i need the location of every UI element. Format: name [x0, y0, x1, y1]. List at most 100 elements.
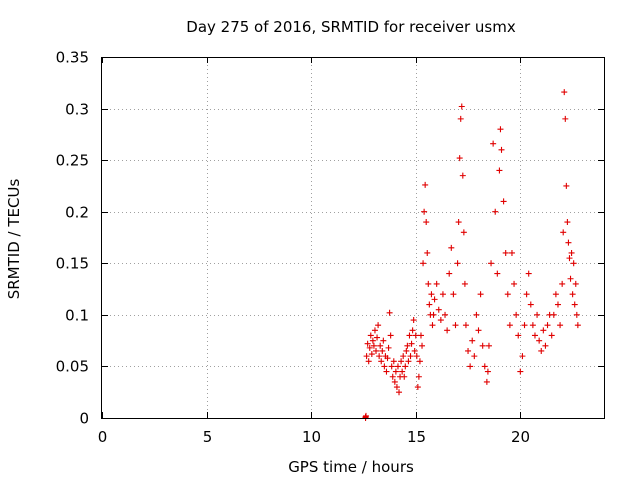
data-point — [531, 332, 538, 339]
data-point — [481, 363, 488, 370]
y-axis-label: SRMTID / TECUs — [5, 179, 23, 300]
data-point — [405, 358, 412, 365]
y-tick-label: 0.2 — [65, 204, 89, 222]
data-point — [456, 155, 463, 162]
y-tick-label: 0 — [79, 410, 89, 428]
data-point — [529, 322, 536, 329]
data-point — [402, 363, 409, 370]
data-point — [525, 270, 532, 277]
data-point — [446, 270, 453, 277]
data-point — [408, 340, 415, 347]
data-point — [378, 358, 385, 365]
data-point — [404, 342, 411, 349]
data-point — [566, 255, 573, 262]
data-point — [409, 327, 416, 334]
data-point — [563, 182, 570, 189]
data-point — [430, 311, 437, 318]
data-point — [457, 115, 464, 122]
data-point — [572, 280, 579, 287]
data-point — [375, 322, 382, 329]
data-point — [508, 249, 515, 256]
data-point — [419, 342, 426, 349]
data-point — [479, 342, 486, 349]
data-point — [426, 301, 433, 308]
data-point — [488, 260, 495, 267]
data-point — [477, 291, 484, 298]
data-point — [496, 167, 503, 174]
data-point — [475, 327, 482, 334]
data-point — [465, 347, 472, 354]
data-point — [484, 368, 491, 375]
data-point — [400, 353, 407, 360]
data-point — [396, 389, 403, 396]
data-point — [388, 363, 395, 370]
data-point — [506, 322, 513, 329]
data-point — [473, 311, 480, 318]
data-point — [492, 208, 499, 215]
data-point — [424, 249, 431, 256]
y-tick-label: 0.05 — [56, 358, 89, 376]
data-point — [407, 353, 414, 360]
data-point — [452, 322, 459, 329]
data-point — [469, 337, 476, 344]
data-point — [369, 337, 376, 344]
data-point — [390, 358, 397, 365]
data-point — [502, 249, 509, 256]
data-point — [383, 368, 390, 375]
axes: 0 5 10 15 20 0 0.05 0.1 0.15 0.2 0.25 0.3 0.35 — [56, 49, 604, 446]
x-tick-label: 0 — [98, 428, 108, 446]
data-point — [376, 353, 383, 360]
data-point — [414, 384, 421, 391]
data-point — [381, 363, 388, 370]
data-point — [448, 244, 455, 251]
data-point — [411, 347, 418, 354]
data-point — [557, 322, 564, 329]
data-point — [511, 280, 518, 287]
data-point — [450, 291, 457, 298]
data-point — [366, 344, 373, 351]
data-point — [398, 358, 405, 365]
y-tick-label: 0.3 — [65, 101, 89, 119]
data-point — [423, 219, 430, 226]
data-point — [570, 260, 577, 267]
data-point — [497, 126, 504, 133]
x-tick-label: 10 — [302, 428, 321, 446]
data-point — [560, 229, 567, 236]
data-point — [417, 332, 424, 339]
chart-title: Day 275 of 2016, SRMTID for receiver usm… — [186, 18, 516, 36]
data-point — [562, 115, 569, 122]
data-point — [386, 309, 393, 316]
data-point — [380, 337, 387, 344]
data-point — [461, 280, 468, 287]
data-point — [554, 301, 561, 308]
data-point — [394, 363, 401, 370]
data-point — [385, 344, 392, 351]
data-point — [401, 373, 408, 380]
data-point — [371, 327, 378, 334]
data-point — [561, 89, 568, 96]
data-point — [384, 355, 391, 362]
data-point — [373, 347, 380, 354]
data-point — [542, 342, 549, 349]
data-point — [399, 368, 406, 375]
data-point — [412, 332, 419, 339]
data-point — [435, 306, 442, 313]
data-point — [367, 332, 374, 339]
data-point — [485, 342, 492, 349]
data-point — [413, 353, 420, 360]
data-point — [515, 332, 522, 339]
data-point — [415, 373, 422, 380]
data-point — [429, 322, 436, 329]
data-point — [389, 373, 396, 380]
data-point — [364, 340, 371, 347]
data-point — [559, 280, 566, 287]
data-point — [521, 322, 528, 329]
data-point — [428, 291, 435, 298]
data-points — [362, 89, 581, 421]
data-point — [363, 353, 370, 360]
data-point — [374, 334, 381, 341]
grid — [102, 57, 604, 418]
plot-frame — [101, 57, 605, 419]
data-point — [387, 332, 394, 339]
y-tick-label: 0.15 — [56, 255, 89, 273]
